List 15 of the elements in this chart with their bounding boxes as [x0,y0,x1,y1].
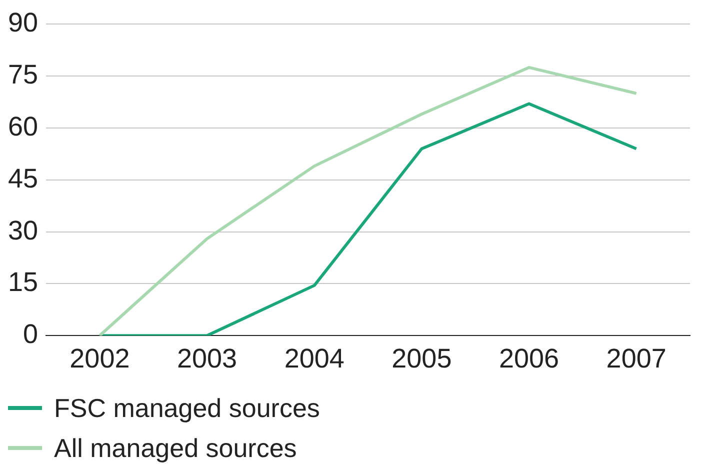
x-tick-label: 2002 [70,343,130,374]
y-tick-label: 30 [8,215,38,246]
y-tick-label: 15 [8,267,38,298]
x-tick-label: 2005 [392,343,452,374]
y-tick-label: 0 [23,319,38,350]
legend-label: FSC managed sources [54,392,320,424]
x-tick-label: 2007 [606,343,666,374]
y-tick-label: 45 [8,163,38,194]
y-tick-label: 90 [8,8,38,38]
x-tick-label: 2006 [498,343,560,374]
y-tick-label: 75 [8,60,38,90]
x-tick-label: 2004 [284,343,344,374]
x-tick-label: 2003 [176,343,238,374]
legend-label: All managed sources [54,432,297,464]
y-tick-label: 60 [8,111,38,142]
